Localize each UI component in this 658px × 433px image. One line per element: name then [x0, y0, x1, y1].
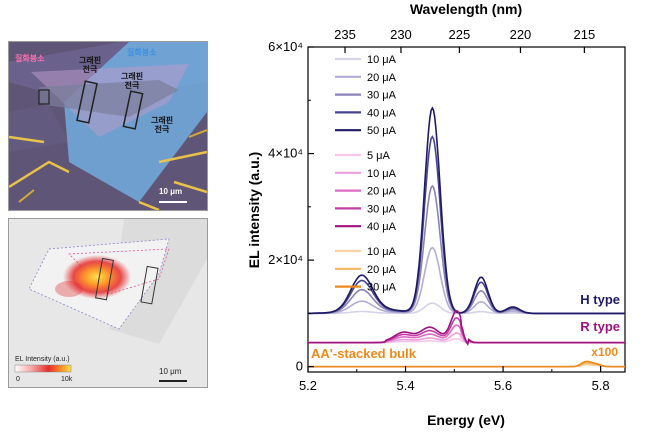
legend-label: 10 μA: [367, 168, 397, 180]
series-line-h: [308, 106, 625, 315]
y-tick-label: 4×10⁴: [268, 146, 303, 161]
y-tick-label: 6×10⁴: [268, 39, 303, 54]
el-scale-bar-label: 10 μm: [159, 367, 182, 376]
y-axis-title: EL intensity (a.u.): [246, 152, 262, 268]
x-tick-label: 5.4: [396, 378, 414, 393]
graphene-electrode-2: [122, 90, 144, 130]
top-tick-label: 215: [574, 27, 596, 42]
plot-border: [307, 46, 626, 373]
bulk-scale-label: x100: [591, 345, 618, 359]
legend-label: 20 μA: [367, 72, 397, 84]
legend-label: 30 μA: [367, 282, 397, 294]
y-tick-label: 0: [296, 359, 303, 374]
el-colorbar-min: 0: [16, 376, 20, 383]
bulk-label: AA'-stacked bulk: [311, 346, 417, 361]
top-tick-label: 225: [449, 27, 471, 42]
legend-label: 50 μA: [367, 125, 397, 137]
series-line-r: [308, 309, 625, 347]
legend-label: 20 μA: [367, 186, 397, 198]
spectrum-curves: [308, 106, 625, 368]
hbn-label-right: 질화붕소: [127, 48, 157, 57]
legend-label: 5 μA: [367, 150, 391, 162]
axis-ticks: 5.2 5.4 5.6 5.8 0 2×10⁴ 4×10⁴ 6×10⁴ 235 230 225 220…: [268, 27, 610, 393]
legend-label: 40 μA: [367, 221, 397, 233]
legend-label: 20 μA: [367, 264, 397, 276]
legend-label: 10 μA: [367, 54, 397, 66]
graphene-electrode-label-3: 그래핀 전극: [151, 116, 174, 134]
y-tick-label: 2×10⁴: [268, 252, 303, 267]
scale-bar-label: 10 μm: [159, 187, 183, 196]
legend-label: 30 μA: [367, 203, 397, 215]
el-hotspot: [63, 255, 131, 299]
x-tick-label: 5.6: [494, 378, 512, 393]
micrograph-image: [9, 42, 207, 210]
graphene-electrode-label-1: 그래핀 전극: [79, 56, 102, 74]
el-colorbar-max: 10k: [61, 376, 73, 383]
plot-frame: [307, 46, 626, 373]
graphene-electrode-1: [76, 80, 98, 124]
graphene-electrode-label-2: 그래핀 전극: [121, 72, 144, 90]
legend: 10 μA 20 μA 30 μA 40 μA 50 μA 5 μA 10 μA 20 μA 3…: [335, 54, 397, 294]
top-tick-label: 220: [510, 27, 532, 42]
x-tick-label: 5.2: [299, 378, 317, 393]
series-line-h: [308, 184, 625, 315]
series-line-bulk: [308, 360, 625, 368]
x-tick-label: 5.8: [592, 378, 610, 393]
legend-label: 30 μA: [367, 90, 397, 102]
el-spectra-chart: 5.2 5.4 5.6 5.8 0 2×10⁴ 4×10⁴ 6×10⁴ 235 230 225 220…: [246, 1, 626, 428]
top-tick-label: 230: [390, 27, 412, 42]
device-micrograph: 질화붕소 질화붕소 그래핀 전극 그래핀 전극 그래핀 전극 10 μm: [8, 41, 208, 211]
legend-label: 10 μA: [367, 246, 397, 258]
el-colorbar-title: EL Intensity (a.u.): [15, 356, 70, 363]
legend-label: 40 μA: [367, 107, 397, 119]
el-map-image: [9, 219, 207, 387]
el-intensity-map: EL Intensity (a.u.) 0 10k 10 μm: [8, 218, 208, 388]
hbn-label-left: 질화붕소: [15, 54, 45, 63]
el-colorbar: [14, 364, 72, 373]
r-type-label: R type: [580, 319, 620, 334]
x-axis-title: Energy (eV): [427, 412, 505, 428]
h-type-label: H type: [580, 292, 620, 307]
top-axis-title: Wavelength (nm): [410, 1, 522, 17]
top-tick-label: 235: [334, 27, 356, 42]
